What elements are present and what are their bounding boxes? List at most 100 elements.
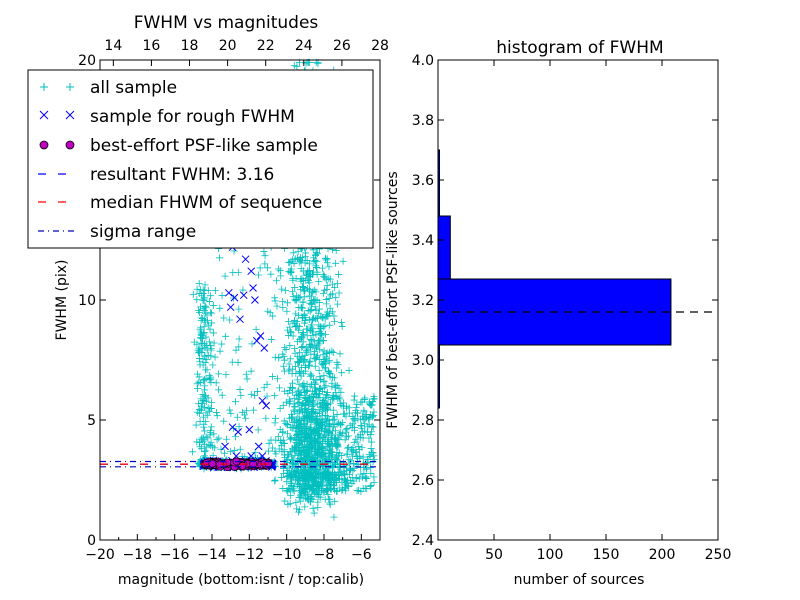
all-sample-point <box>318 403 326 411</box>
x-tick-label: −20 <box>85 547 115 563</box>
all-sample-point <box>269 444 277 452</box>
all-sample-point <box>281 497 289 505</box>
all-sample-point <box>286 341 294 349</box>
all-sample-point <box>193 340 201 348</box>
all-sample-point <box>345 443 353 451</box>
all-sample-point <box>324 441 332 449</box>
all-sample-point <box>196 286 204 294</box>
all-sample-point <box>329 406 337 414</box>
all-sample-point <box>326 373 334 381</box>
all-sample-point <box>350 415 358 423</box>
all-sample-point <box>312 376 320 384</box>
all-sample-point <box>304 276 312 284</box>
legend-label-sigma-range: sigma range <box>90 222 196 242</box>
all-sample-point <box>316 336 324 344</box>
all-sample-point <box>194 400 202 408</box>
legend-label-all-sample: all sample <box>90 78 177 98</box>
all-sample-point <box>293 479 301 487</box>
all-sample-point <box>243 375 251 383</box>
all-sample-point <box>324 312 332 320</box>
all-sample-point <box>311 303 319 311</box>
all-sample-point <box>193 380 201 388</box>
all-sample-point <box>313 249 321 257</box>
all-sample-point <box>305 401 313 409</box>
all-sample-point <box>282 286 290 294</box>
all-sample-point <box>305 358 313 366</box>
legend-entry-all-sample: all sample <box>40 78 177 98</box>
all-sample-point <box>367 481 375 489</box>
all-sample-point <box>312 484 320 492</box>
all-sample-point <box>319 437 327 445</box>
all-sample-point <box>306 382 314 390</box>
hist-y-tick-label: 3.8 <box>412 113 434 129</box>
all-sample-point <box>345 409 353 417</box>
all-sample-point <box>267 335 275 343</box>
all-sample-point <box>226 316 234 324</box>
all-sample-point <box>197 331 205 339</box>
all-sample-point <box>337 401 345 409</box>
rough-fwhm-point <box>247 267 256 276</box>
all-sample-point <box>200 423 208 431</box>
all-sample-point <box>335 289 343 297</box>
all-sample-point <box>283 459 291 467</box>
all-sample-point <box>273 375 281 383</box>
all-sample-point <box>297 253 305 261</box>
all-sample-point <box>330 394 338 402</box>
all-sample-point <box>283 478 291 486</box>
all-sample-point <box>292 297 300 305</box>
all-sample-point <box>189 290 197 298</box>
all-sample-point <box>260 384 268 392</box>
all-sample-point <box>280 367 288 375</box>
x-tick-label: −14 <box>197 547 227 563</box>
all-sample-point <box>196 443 204 451</box>
all-sample-point <box>325 369 333 377</box>
all-sample-point <box>308 444 316 452</box>
all-sample-point <box>201 343 209 351</box>
all-sample-point <box>353 438 361 446</box>
all-sample-point <box>202 447 210 455</box>
all-sample-point <box>206 442 214 450</box>
all-sample-point <box>343 450 351 458</box>
all-sample-point <box>211 353 219 361</box>
all-sample-point <box>209 361 217 369</box>
all-sample-point <box>333 280 341 288</box>
all-sample-point <box>264 307 272 315</box>
all-sample-point <box>312 475 320 483</box>
all-sample-point <box>279 350 287 358</box>
all-sample-point <box>206 342 214 350</box>
all-sample-point <box>363 475 371 483</box>
all-sample-point <box>298 304 306 312</box>
all-sample-point <box>278 473 286 481</box>
all-sample-point <box>307 296 315 304</box>
all-sample-point <box>195 307 203 315</box>
all-sample-point <box>192 421 200 429</box>
all-sample-point <box>338 430 346 438</box>
all-sample-point <box>311 347 319 355</box>
all-sample-point <box>204 404 212 412</box>
histogram-bar <box>437 215 451 280</box>
hist-x-tick-label: 250 <box>705 547 732 563</box>
all-sample-point <box>286 269 294 277</box>
all-sample-point <box>296 427 304 435</box>
all-sample-point <box>312 330 320 338</box>
all-sample-point <box>300 382 308 390</box>
all-sample-point <box>312 468 320 476</box>
all-sample-point <box>207 438 215 446</box>
top-x-tick-label: 20 <box>219 38 237 54</box>
all-sample-point <box>293 322 301 330</box>
y-tick-label: 10 <box>78 293 96 309</box>
all-sample-point <box>335 430 343 438</box>
all-sample-point <box>267 270 275 278</box>
all-sample-point <box>325 420 333 428</box>
all-sample-point <box>291 317 299 325</box>
all-sample-point <box>315 440 323 448</box>
all-sample-point <box>210 301 218 309</box>
all-sample-point <box>207 346 215 354</box>
all-sample-point <box>343 425 351 433</box>
all-sample-point <box>290 406 298 414</box>
all-sample-point <box>295 258 303 266</box>
all-sample-point <box>308 371 316 379</box>
legend-label-psf-sample: best-effort PSF-like sample <box>90 136 318 156</box>
all-sample-point <box>310 509 318 517</box>
x-tick-label: −12 <box>235 547 265 563</box>
